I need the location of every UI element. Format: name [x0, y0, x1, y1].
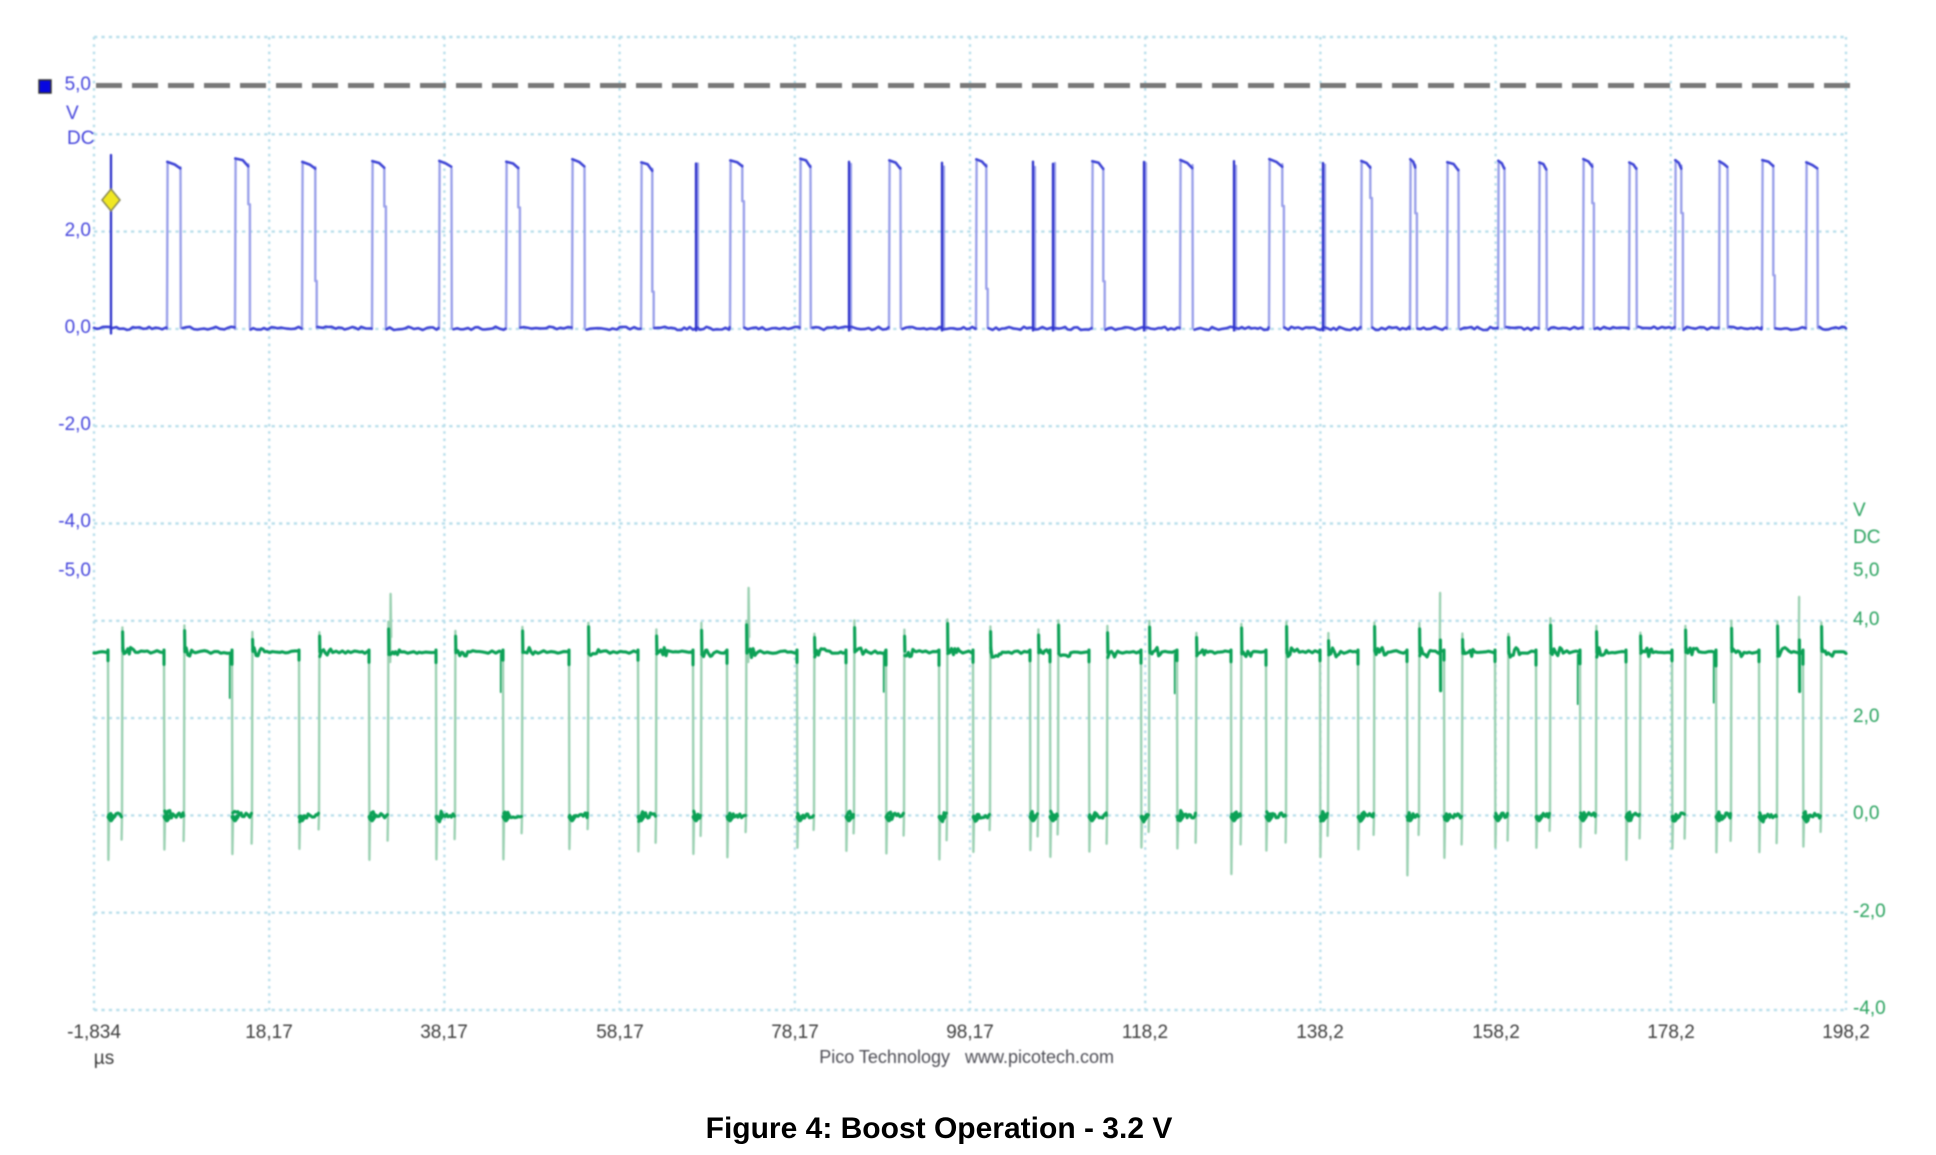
svg-text:4,0: 4,0 — [1853, 609, 1879, 630]
svg-text:2,0: 2,0 — [65, 220, 91, 241]
svg-text:198,2: 198,2 — [1822, 1022, 1870, 1043]
svg-text:58,17: 58,17 — [596, 1022, 644, 1043]
svg-text:118,2: 118,2 — [1122, 1022, 1168, 1043]
svg-text:V: V — [1853, 500, 1866, 521]
svg-text:DC: DC — [67, 128, 94, 149]
svg-text:DC: DC — [1853, 527, 1880, 548]
svg-text:-1,834: -1,834 — [67, 1022, 121, 1043]
svg-text:-4,0: -4,0 — [58, 511, 91, 532]
svg-text:5,0: 5,0 — [1853, 560, 1879, 581]
svg-text:5,0: 5,0 — [65, 74, 91, 95]
svg-text:2,0: 2,0 — [1853, 706, 1879, 727]
svg-text:µs: µs — [94, 1048, 114, 1069]
svg-text:158,2: 158,2 — [1472, 1022, 1520, 1043]
svg-text:V: V — [66, 103, 79, 124]
svg-text:138,2: 138,2 — [1296, 1022, 1344, 1043]
svg-text:18,17: 18,17 — [245, 1022, 293, 1043]
svg-text:-4,0: -4,0 — [1853, 998, 1886, 1019]
svg-text:38,17: 38,17 — [420, 1022, 468, 1043]
svg-text:98,17: 98,17 — [946, 1022, 994, 1043]
svg-text:0,0: 0,0 — [65, 317, 91, 338]
svg-text:www.picotech.com: www.picotech.com — [964, 1047, 1114, 1067]
svg-text:-2,0: -2,0 — [58, 414, 91, 435]
svg-text:0,0: 0,0 — [1853, 803, 1879, 824]
svg-text:178,2: 178,2 — [1647, 1022, 1695, 1043]
svg-text:Pico Technology: Pico Technology — [819, 1047, 950, 1067]
svg-text:-2,0: -2,0 — [1853, 901, 1886, 922]
svg-text:78,17: 78,17 — [771, 1022, 819, 1043]
svg-text:-5,0: -5,0 — [58, 560, 91, 581]
